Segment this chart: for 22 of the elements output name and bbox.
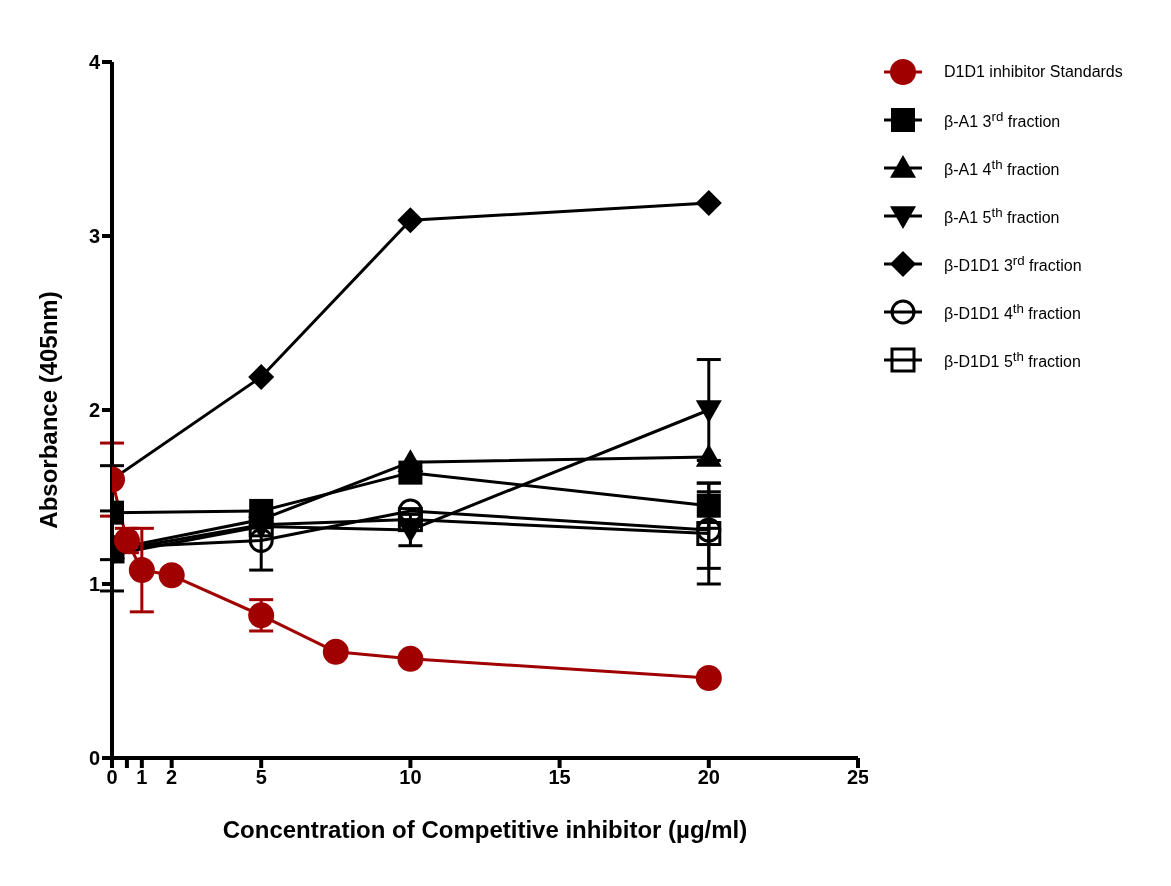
y-axis-title: Absorbance (405nm) xyxy=(34,291,62,529)
y-tick-label: 1 xyxy=(88,573,100,596)
y-tick-label: 2 xyxy=(88,399,100,422)
x-tick-label: 5 xyxy=(255,766,267,789)
legend-label: β-D1D1 4$^{th}$ fraction xyxy=(944,300,1081,324)
y-tick-label: 0 xyxy=(88,747,100,770)
x-tick-label: 2 xyxy=(166,766,178,789)
legend-label: β-A1 3$^{rd}$ fraction xyxy=(944,108,1061,132)
x-tick-label: 0 xyxy=(106,766,118,789)
x-tick-label: 20 xyxy=(697,766,720,789)
legend-label: D1D1 inhibitor Standards xyxy=(944,63,1123,81)
legend-label: β-A1 5$^{th}$ fraction xyxy=(944,204,1060,228)
legend-label: β-D1D1 3$^{rd}$ fraction xyxy=(944,252,1082,276)
x-tick-label: 25 xyxy=(846,766,870,789)
x-tick-label: 1 xyxy=(136,766,148,789)
y-tick-label: 4 xyxy=(88,51,101,74)
y-tick-label: 3 xyxy=(88,225,100,248)
legend-label: β-A1 4$^{th}$ fraction xyxy=(944,156,1060,180)
x-tick-label: 10 xyxy=(399,766,422,789)
x-axis-title: Concentration of Competitive inhibitor (µg/ml) xyxy=(222,816,748,843)
legend-label: β-D1D1 5$^{th}$ fraction xyxy=(944,348,1081,372)
x-tick-label: 15 xyxy=(548,766,571,789)
